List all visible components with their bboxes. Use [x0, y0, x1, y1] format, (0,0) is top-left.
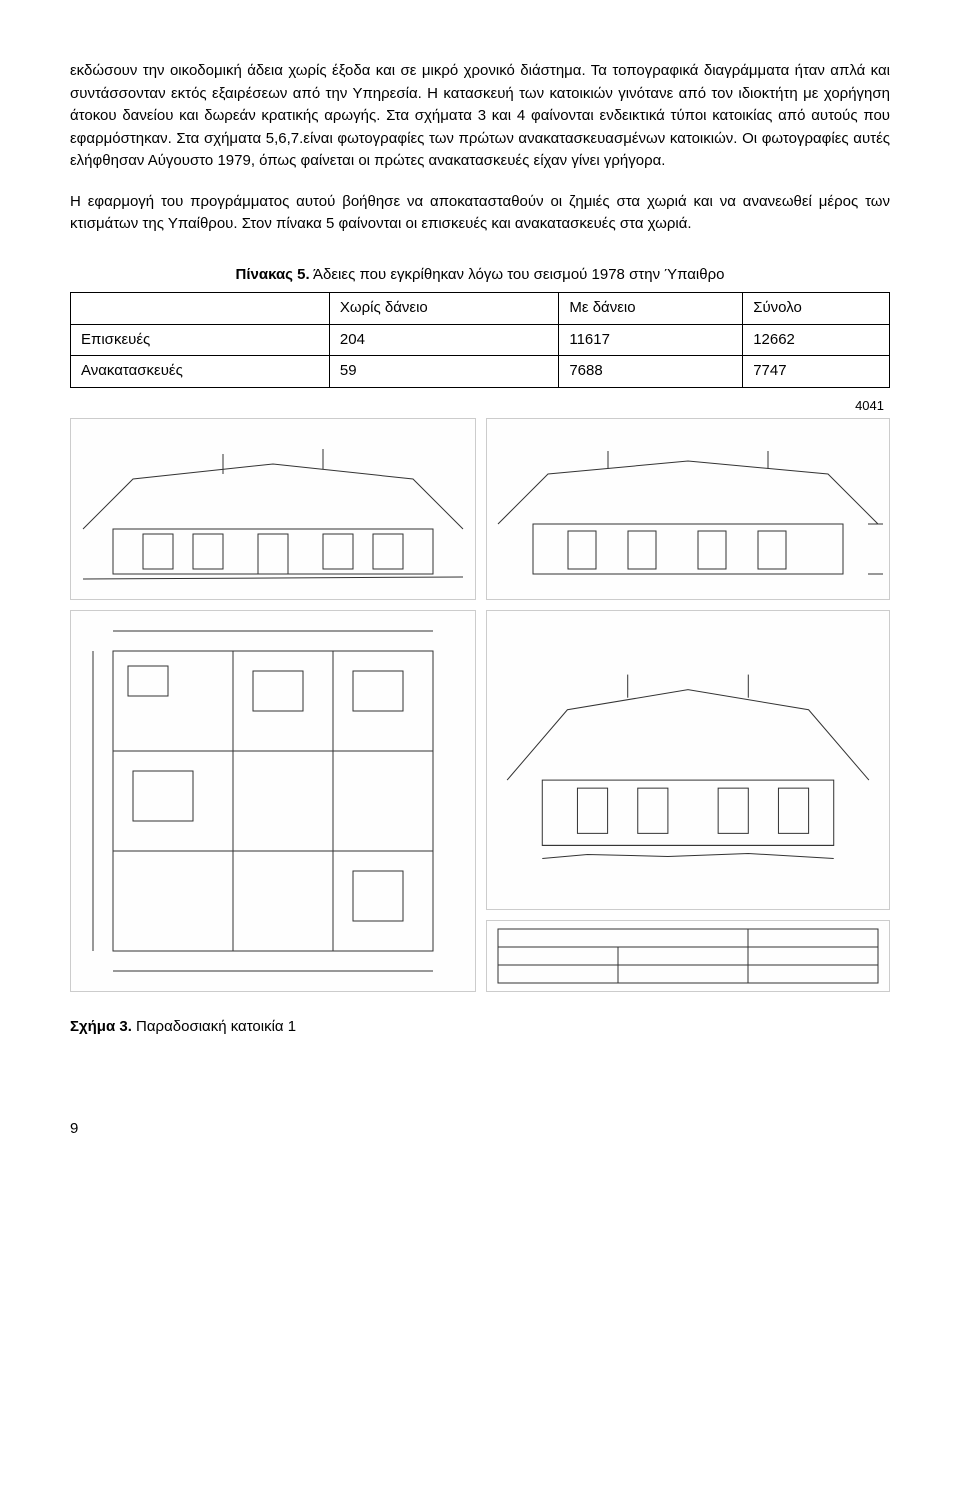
permits-table: Χωρίς δάνειο Με δάνειο Σύνολο Επισκευές … [70, 292, 890, 388]
table-header-cell [71, 293, 330, 325]
table-caption-rest: Άδειες που εγκρίθηκαν λόγω του σεισμού 1… [310, 266, 725, 283]
table-header-cell: Με δάνειο [559, 293, 743, 325]
table-caption-bold: Πίνακας 5. [236, 266, 310, 283]
paragraph-1: εκδώσουν την οικοδομική άδεια χωρίς έξοδ… [70, 60, 890, 173]
table-caption: Πίνακας 5. Άδειες που εγκρίθηκαν λόγω το… [70, 264, 890, 287]
drawing-rear-elevation [486, 418, 890, 600]
figure-caption-bold: Σχήμα 3. [70, 1018, 132, 1035]
table-cell: 12662 [743, 324, 890, 356]
table-cell: 204 [329, 324, 558, 356]
table-header-row: Χωρίς δάνειο Με δάνειο Σύνολο [71, 293, 890, 325]
table-cell: 11617 [559, 324, 743, 356]
figure-caption-rest: Παραδοσιακή κατοικία 1 [132, 1018, 296, 1035]
drawing-side-elevation [486, 610, 890, 910]
table-cell: Επισκευές [71, 324, 330, 356]
table-cell: 7747 [743, 356, 890, 388]
table-header-cell: Σύνολο [743, 293, 890, 325]
drawing-front-elevation [70, 418, 476, 600]
figure-architectural-drawings: 4041 [70, 418, 890, 992]
drawing-title-block [486, 920, 890, 992]
table-cell: 59 [329, 356, 558, 388]
table-row: Ανακατασκευές 59 7688 7747 [71, 356, 890, 388]
table-header-cell: Χωρίς δάνειο [329, 293, 558, 325]
paragraph-2: Η εφαρμογή του προγράμματος αυτού βοήθησ… [70, 191, 890, 236]
page-number: 9 [70, 1118, 890, 1141]
table-cell: Ανακατασκευές [71, 356, 330, 388]
drawing-floor-plan [70, 610, 476, 992]
figure-caption: Σχήμα 3. Παραδοσιακή κατοικία 1 [70, 1016, 890, 1039]
table-cell: 7688 [559, 356, 743, 388]
drawing-code: 4041 [855, 396, 884, 416]
table-row: Επισκευές 204 11617 12662 [71, 324, 890, 356]
